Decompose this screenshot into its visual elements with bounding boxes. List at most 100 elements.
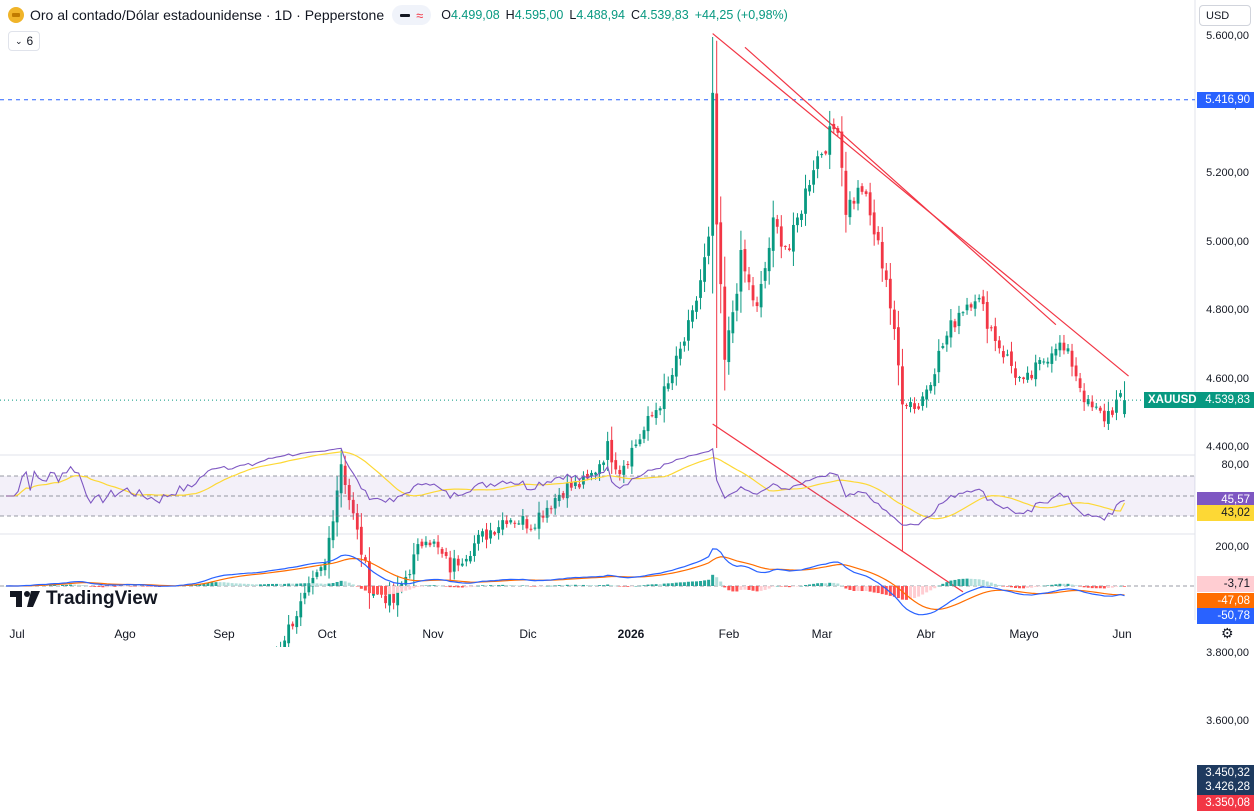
macd-histogram-bar <box>125 586 129 587</box>
time-tick-label: Feb <box>718 627 740 641</box>
price-tick-label: 4.600,00 <box>1206 372 1249 385</box>
macd-histogram-bar <box>585 585 589 586</box>
macd-histogram-bar <box>771 586 775 587</box>
time-tick-label: 2026 <box>617 627 645 641</box>
candle-body <box>759 283 763 308</box>
candle-body <box>392 592 396 603</box>
candle-body <box>1066 348 1070 352</box>
macd-histogram-bar <box>1058 583 1062 586</box>
macd-histogram-bar <box>933 586 937 589</box>
candle-body <box>1022 377 1025 380</box>
macd-histogram-bar <box>529 586 533 587</box>
candle-body <box>618 469 622 475</box>
currency-select[interactable]: USD <box>1199 5 1251 26</box>
candle-body <box>606 441 610 460</box>
macd-histogram-bar <box>222 582 226 586</box>
macd-histogram-bar <box>674 582 678 586</box>
macd-histogram-bar <box>279 583 283 586</box>
candle-body <box>739 250 743 292</box>
macd-histogram-bar <box>400 586 404 592</box>
macd-signal-line <box>5 556 1125 611</box>
high-label: H <box>505 8 515 22</box>
macd-histogram-bar <box>149 586 153 587</box>
candle-body <box>565 483 569 499</box>
symbol-title[interactable]: Oro al contado/Dólar estadounidense · 1D… <box>30 7 385 23</box>
candle-body <box>497 527 501 534</box>
gold-coin-icon <box>8 7 24 23</box>
macd-histogram-bar <box>569 584 573 586</box>
macd-histogram-bar <box>392 586 396 594</box>
macd-histogram-bar <box>751 586 755 591</box>
macd-histogram-bar <box>359 586 363 589</box>
macd-histogram-bar <box>81 585 85 586</box>
time-tick-label: Jul <box>9 627 25 641</box>
macd-histogram-bar <box>472 586 476 587</box>
candle-body <box>493 532 496 535</box>
macd-histogram-bar <box>428 585 432 586</box>
macd-histogram-bar <box>610 585 614 586</box>
indicators-toggle-button[interactable]: ⌄ 6 <box>8 31 41 51</box>
candle-body <box>949 320 953 338</box>
macd-histogram-bar <box>852 586 856 591</box>
macd-histogram-bar <box>69 584 73 586</box>
macd-histogram-bar <box>210 582 214 586</box>
candle-body <box>816 156 820 169</box>
candle-body <box>1115 399 1118 413</box>
candle-body <box>731 312 735 334</box>
macd-histogram-bar <box>1078 586 1082 587</box>
candle-body <box>359 526 363 555</box>
price-levels <box>0 99 1195 401</box>
ohlc-values: O4.499,08 H4.595,00 L4.488,94 C4.539,83 … <box>441 8 788 22</box>
candle-body <box>848 199 852 218</box>
candle-body <box>428 542 432 546</box>
candle-body <box>678 348 682 359</box>
candle-body <box>820 154 824 156</box>
macd-histogram-bar <box>949 580 953 586</box>
macd-histogram-bar <box>808 584 812 586</box>
macd-histogram-bar <box>626 586 630 587</box>
macd-histogram-bar <box>367 586 371 593</box>
macd-histogram-bar <box>452 586 456 588</box>
candle-body <box>707 236 711 256</box>
candle-body <box>775 219 779 227</box>
candle-body <box>771 217 775 251</box>
candle-body <box>384 595 387 604</box>
time-tick-label: Mar <box>811 627 833 641</box>
candle-body <box>913 403 916 409</box>
macd-histogram-bar <box>1074 585 1078 586</box>
rsi-pane <box>0 447 1195 526</box>
macd-histogram-bar <box>384 586 388 595</box>
macd-histogram-bar <box>904 586 908 600</box>
candle-body <box>460 563 464 566</box>
macd-histogram-bar <box>747 586 751 590</box>
macd-histogram-bar <box>662 583 666 586</box>
candle-body <box>961 312 965 314</box>
chart-settings-gear-icon[interactable]: ⚙ <box>1221 625 1234 641</box>
macd-histogram-bar <box>590 585 594 586</box>
candle-body <box>1082 390 1086 403</box>
macd-histogram-bar <box>56 585 60 586</box>
chart-status-pill[interactable]: ≈ <box>392 5 432 25</box>
macd-histogram-bar <box>412 586 416 589</box>
candle-body <box>549 508 553 510</box>
candle-body <box>658 408 662 411</box>
chart-canvas[interactable] <box>0 0 1259 647</box>
macd-histogram-bar <box>295 583 299 586</box>
macd-histogram-bar <box>254 584 258 586</box>
macd-histogram-bar <box>303 583 307 586</box>
candle-body <box>674 355 678 377</box>
candle-body <box>303 592 307 599</box>
candle-body <box>537 512 541 529</box>
macd-histogram-bar <box>638 585 642 587</box>
time-tick-label: Abr <box>916 627 936 641</box>
macd-histogram-bar <box>250 584 254 586</box>
candle-body <box>440 548 444 554</box>
candle-body <box>569 482 573 488</box>
tradingview-logo[interactable]: TradingView <box>10 588 158 610</box>
candle-body <box>751 285 755 301</box>
macd-histogram-bar <box>985 581 989 586</box>
macd-histogram-bar <box>396 586 400 593</box>
macd-histogram-bar <box>884 586 888 595</box>
candle-body <box>464 558 468 562</box>
macd-histogram-bar <box>703 580 707 586</box>
